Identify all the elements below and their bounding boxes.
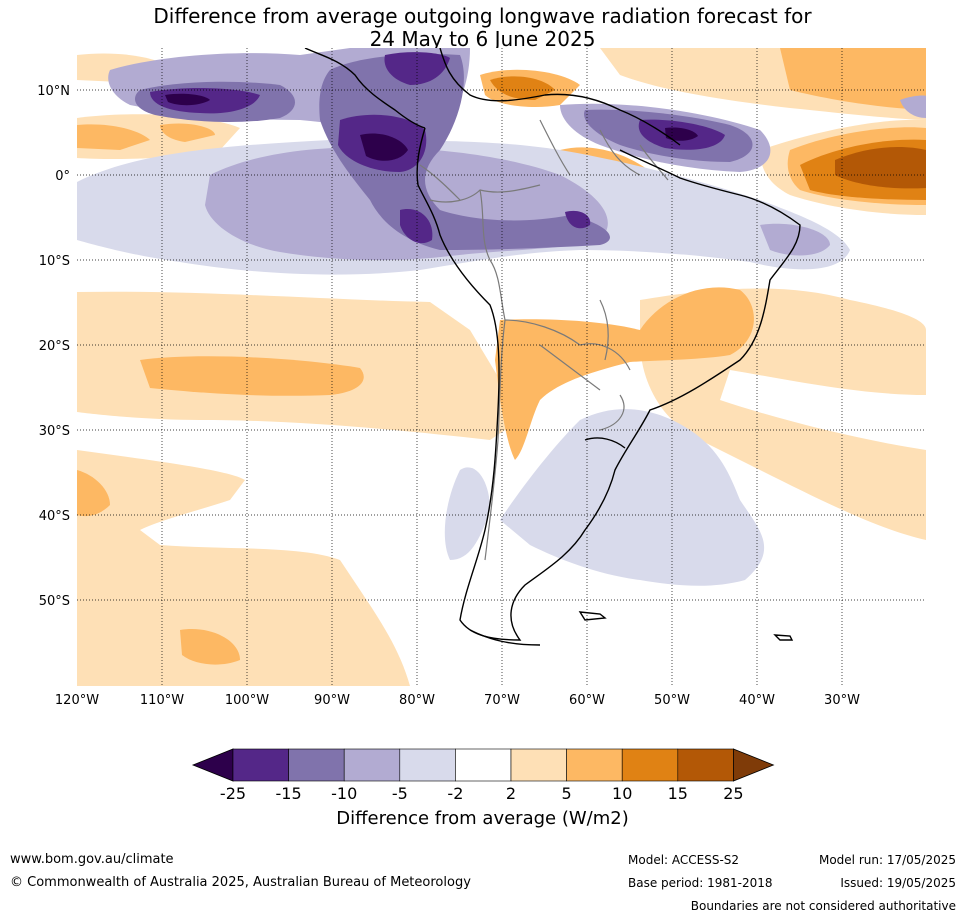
colorbar-title: Difference from average (W/m2) xyxy=(336,808,629,829)
anomaly-region-neg-2-5-south-atlantic xyxy=(500,409,765,586)
colorbar xyxy=(191,748,775,782)
lat-label: 10°N xyxy=(37,84,70,99)
colorbar-segment xyxy=(399,748,456,782)
coastline-caribbean xyxy=(439,48,681,146)
colorbar-tick-label: 5 xyxy=(562,784,572,803)
colorbar-tick-label: -5 xyxy=(392,784,408,803)
lat-label: 50°S xyxy=(39,594,70,609)
anomaly-region-pos-15-25-equatorial-atlantic xyxy=(835,147,926,189)
lat-label: 0° xyxy=(55,169,70,184)
footer-issued: Issued: 19/05/2025 xyxy=(840,876,956,890)
lon-label: 110°W xyxy=(140,693,184,708)
colorbar-tick-label: 15 xyxy=(668,784,688,803)
anomaly-region-neg-15-25-peru xyxy=(400,209,433,244)
colorbar-segment xyxy=(232,748,289,782)
map-title-line2: 24 May to 6 June 2025 xyxy=(369,27,596,51)
lon-label: 70°W xyxy=(484,693,520,708)
lon-label: 100°W xyxy=(225,693,269,708)
coastlines xyxy=(304,48,801,646)
colorbar-tick-label: 25 xyxy=(723,784,743,803)
footer-model: Model: ACCESS-S2 xyxy=(628,853,740,867)
colorbar-segment xyxy=(677,748,734,782)
colorbar-tick-label: 10 xyxy=(612,784,632,803)
anomaly-region-pos-5-10-southwest xyxy=(180,629,240,665)
colorbar-segment xyxy=(510,748,567,782)
anomaly-region-neg-2-5-patagonia xyxy=(444,467,490,560)
colorbar-segment xyxy=(343,748,401,782)
anomaly-region-pos-5-10-subtropical-pacific xyxy=(140,356,364,396)
anomaly-region-pos-5-10-north-atlantic xyxy=(780,48,926,110)
lon-label: 80°W xyxy=(399,693,435,708)
lon-label: 90°W xyxy=(314,693,350,708)
anomaly-region-neg-25-venezuela xyxy=(665,127,698,141)
anomaly-region-neg-15-25-central-america xyxy=(384,52,450,85)
anomaly-region-neg-25-pacific-west xyxy=(165,93,210,106)
anomaly-region-pos-2-5-southeast-pacific xyxy=(77,450,410,686)
lon-label: 60°W xyxy=(569,693,605,708)
colorbar-extend-low xyxy=(191,748,234,782)
coastline-central-america xyxy=(304,48,426,129)
colorbar-tick-label: -10 xyxy=(331,784,357,803)
footer-base-period: Base period: 1981-2018 xyxy=(628,876,773,890)
colorbar-tick-label: -15 xyxy=(276,784,302,803)
colorbar-segment xyxy=(455,748,512,782)
colorbar-extend-high xyxy=(733,748,775,782)
anomaly-region-pos-5-10-far-west xyxy=(77,470,110,517)
colorbar-segment xyxy=(566,748,623,782)
footer-model-run: Model run: 17/05/2025 xyxy=(818,853,956,867)
anomaly-region-pos-10-15-caribbean xyxy=(490,76,555,100)
coastline-south-america xyxy=(416,127,801,641)
latitude-labels: 10°N 0° 10°S 20°S 30°S 40°S 50°S xyxy=(37,84,70,609)
coastline-south-georgia xyxy=(773,634,794,641)
country-borders xyxy=(419,119,669,561)
coastline-rio-de-la-plata xyxy=(584,437,626,449)
longitude-labels: 120°W 110°W 100°W 90°W 80°W 70°W 60°W 50… xyxy=(55,693,860,708)
colorbar-tick-label: -2 xyxy=(447,784,463,803)
anomaly-region-neg-15-25-amazon xyxy=(565,210,591,229)
anomaly-region-pos-5-10-west-pacific xyxy=(77,124,150,150)
lat-label: 10°S xyxy=(39,254,70,269)
anomaly-region-neg-5-10-brazil-coast xyxy=(760,223,830,256)
colorbar-tick-labels: -25 -15 -10 -5 -2 2 5 10 15 25 xyxy=(220,784,744,803)
colorbar-tick-label: 2 xyxy=(506,784,516,803)
colorbar-segment xyxy=(621,748,679,782)
lon-label: 120°W xyxy=(55,693,99,708)
footer-website: www.bom.gov.au/climate xyxy=(10,852,174,867)
anomaly-region-neg-25-colombia xyxy=(360,133,408,161)
lon-label: 40°W xyxy=(739,693,775,708)
gridlines xyxy=(77,48,926,686)
coastline-tierra-del-fuego xyxy=(469,629,541,646)
lon-label: 50°W xyxy=(654,693,690,708)
colorbar-segment xyxy=(288,748,345,782)
footer-boundaries-note: Boundaries are not considered authoritat… xyxy=(690,899,956,913)
lat-label: 30°S xyxy=(39,424,70,439)
anomaly-region-pos-5-10-south-america xyxy=(495,287,754,460)
anomaly-region-pos-5-10-west-pacific-b xyxy=(160,123,215,142)
anomaly-field xyxy=(77,48,926,686)
anomaly-region-neg-5-10-east-pacific xyxy=(900,95,926,118)
lat-label: 20°S xyxy=(39,339,70,354)
footer-copyright: © Commonwealth of Australia 2025, Austra… xyxy=(10,875,471,890)
anomaly-region-neg-10-15-colombia xyxy=(319,53,610,250)
colorbar-tick-label: -25 xyxy=(220,784,246,803)
coastline-falklands xyxy=(578,611,607,621)
lat-label: 40°S xyxy=(39,509,70,524)
map-title-line1: Difference from average outgoing longwav… xyxy=(153,4,812,28)
lon-label: 30°W xyxy=(824,693,860,708)
